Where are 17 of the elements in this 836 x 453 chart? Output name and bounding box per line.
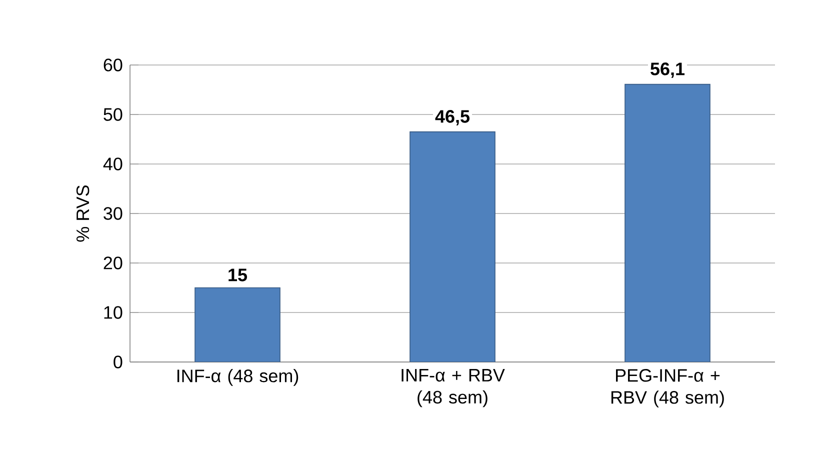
bar xyxy=(410,131,496,362)
bar xyxy=(194,287,280,362)
bar xyxy=(624,84,710,362)
y-tick-label: 50 xyxy=(104,108,122,121)
x-tick-label: PEG-INF-α + RBV (48 sem) xyxy=(611,369,724,408)
data-label: 46,5 xyxy=(435,110,470,126)
y-tick-label: 0 xyxy=(114,356,122,368)
x-tick-label: INF-α + RBV (48 sem) xyxy=(402,369,505,408)
y-axis-title: % RVS xyxy=(76,185,90,242)
x-tick-label: INF-α (48 sem) xyxy=(177,369,298,386)
data-label: 15 xyxy=(228,268,248,282)
y-tick-label: 10 xyxy=(104,306,122,319)
data-label: 56,1 xyxy=(650,62,685,78)
y-tick-label: 30 xyxy=(104,207,122,220)
y-tick-label: 60 xyxy=(104,58,122,72)
y-tick-label: 20 xyxy=(104,256,122,270)
y-tick-label: 40 xyxy=(103,158,122,170)
